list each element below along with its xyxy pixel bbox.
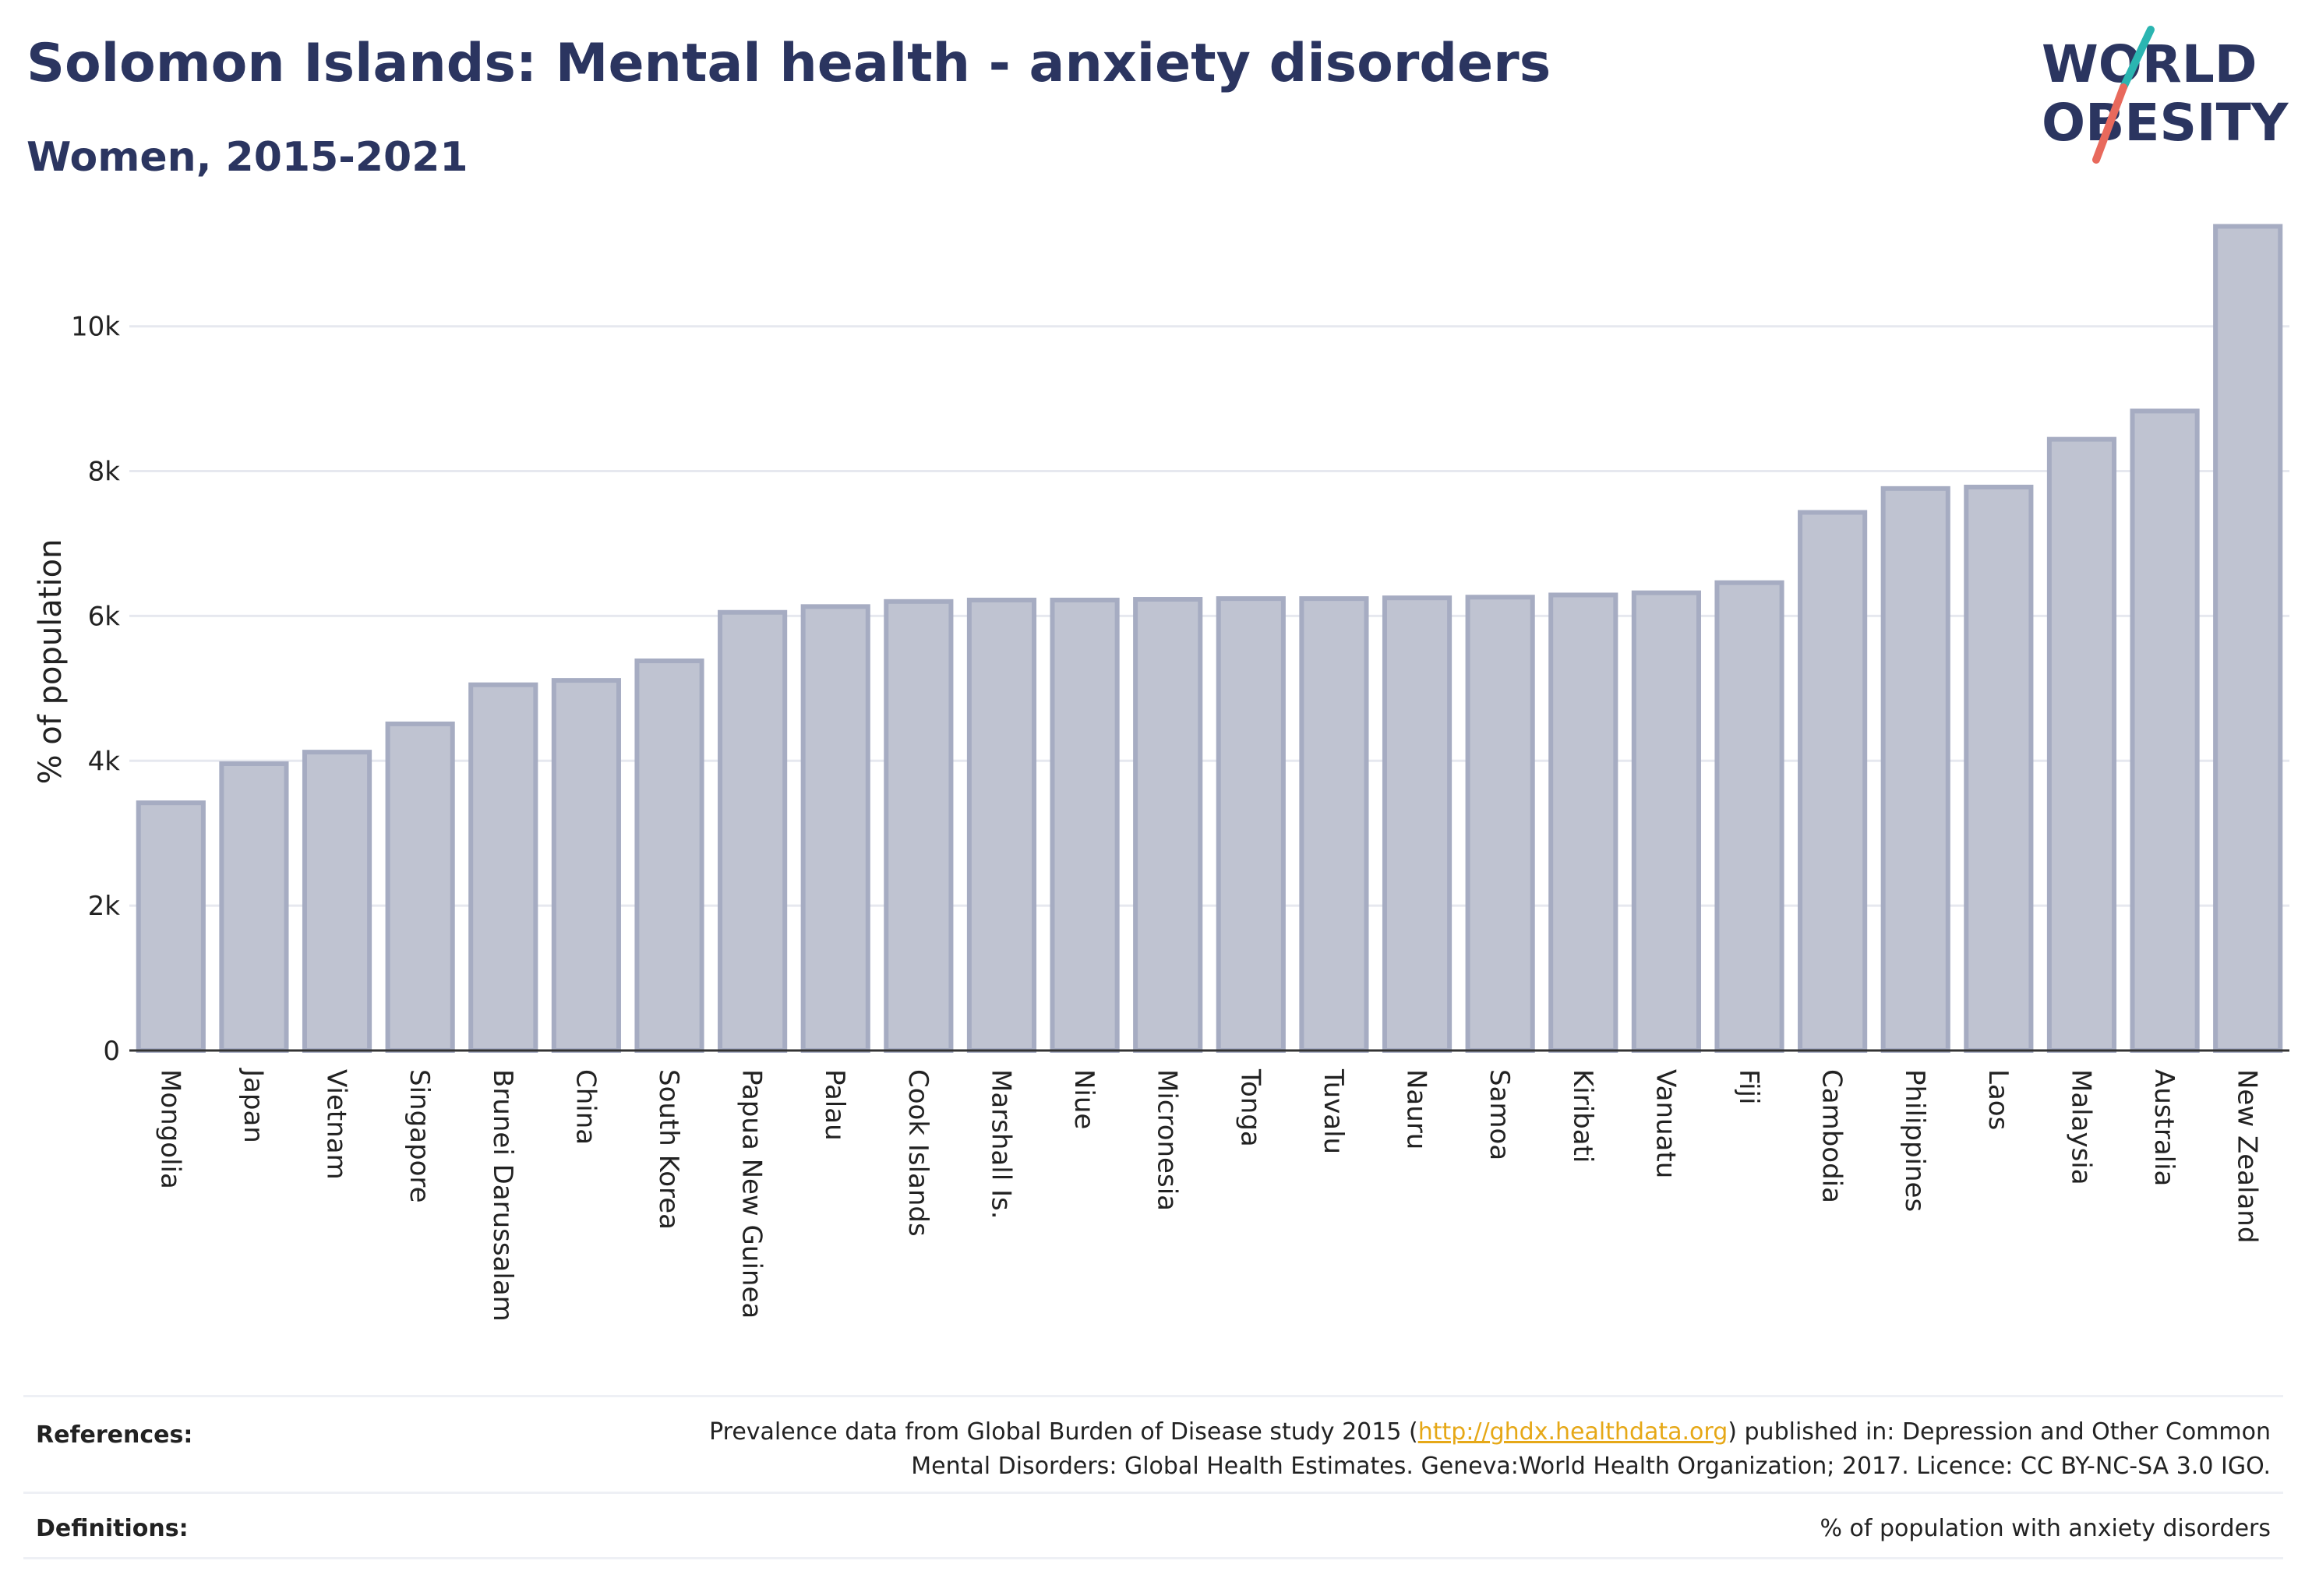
chart-title: Solomon Islands: Mental health - anxiety… xyxy=(26,33,1551,94)
bar xyxy=(1548,592,1618,1053)
x-tick-label: Cambodia xyxy=(1816,1069,1848,1203)
references-text: Prevalence data from Global Burden of Di… xyxy=(709,1415,2271,1484)
chart-subtitle: Women, 2015-2021 xyxy=(26,134,468,181)
x-tick-label: Philippines xyxy=(1899,1069,1930,1212)
y-tick-label: 8k xyxy=(88,457,121,488)
x-tick-label: Japan xyxy=(238,1068,269,1143)
x-tick-label: Papua New Guinea xyxy=(736,1069,768,1319)
x-tick-label: Australia xyxy=(2148,1069,2180,1186)
bar xyxy=(2213,224,2283,1053)
footer-separator-top xyxy=(23,1395,2283,1397)
x-tick-label: Micronesia xyxy=(1152,1069,1183,1211)
bar xyxy=(2130,408,2200,1053)
references-link[interactable]: http://ghdx.healthdata.org xyxy=(1417,1418,1728,1446)
y-tick-label: 10k xyxy=(71,312,120,343)
bar xyxy=(385,721,455,1053)
footer-separator-mid xyxy=(23,1492,2283,1494)
x-tick-label: Samoa xyxy=(1484,1069,1515,1160)
bar xyxy=(884,598,954,1053)
bar xyxy=(136,800,206,1054)
references-line2: Mental Disorders: Global Health Estimate… xyxy=(911,1453,2271,1480)
references-label: References: xyxy=(36,1421,193,1449)
x-tick-label: Brunei Darussalam xyxy=(487,1069,518,1322)
bar xyxy=(551,678,621,1054)
definitions-text: % of population with anxiety disorders xyxy=(1820,1515,2271,1542)
x-tick-label: Mongolia xyxy=(154,1069,185,1189)
world-obesity-logo: WORLD OBESITY xyxy=(2042,26,2289,164)
bar xyxy=(1382,595,1453,1053)
x-tick-label: Tonga xyxy=(1234,1068,1265,1147)
bar xyxy=(800,604,870,1053)
bar xyxy=(966,597,1037,1053)
x-tick-label: Cook Islands xyxy=(902,1069,934,1237)
bar xyxy=(1133,597,1203,1053)
x-tick-label: Laos xyxy=(1982,1069,2014,1130)
bar xyxy=(1880,486,1950,1053)
y-axis-label: % of population xyxy=(33,539,69,785)
x-tick-label: Vietnam xyxy=(321,1069,352,1180)
bar xyxy=(219,761,289,1053)
logo-slash-bottom xyxy=(2092,83,2127,164)
logo-slash-top xyxy=(2120,26,2155,91)
x-tick-label: Marshall Is. xyxy=(985,1069,1016,1220)
x-tick-label: Singapore xyxy=(404,1069,435,1203)
x-tick-label: Malaysia xyxy=(2065,1069,2096,1185)
x-tick-label: China xyxy=(570,1069,601,1145)
bar xyxy=(1631,590,1701,1053)
bar xyxy=(718,609,788,1053)
definitions-label: Definitions: xyxy=(36,1515,189,1542)
x-tick-label: Tuvalu xyxy=(1318,1068,1349,1154)
bar xyxy=(634,659,704,1053)
x-tick-label: Niue xyxy=(1068,1069,1100,1129)
definitions-row: Definitions: % of population with anxiet… xyxy=(23,1507,2283,1554)
x-tick-label: Vanuatu xyxy=(1650,1069,1681,1178)
references-row: References: Prevalence data from Global … xyxy=(23,1411,2283,1488)
y-tick-label: 2k xyxy=(88,891,121,922)
bar xyxy=(468,682,538,1054)
bar-chart: 0 2k 4k 6k 8k 10k % of population Mongolia Japan… xyxy=(33,224,2289,1322)
y-tick-label: 6k xyxy=(88,601,121,632)
y-tick-label: 4k xyxy=(88,746,121,777)
logo-line1: WORLD xyxy=(2042,34,2257,94)
bar xyxy=(1964,484,2034,1053)
bar xyxy=(1299,596,1369,1053)
bar xyxy=(1798,510,1868,1053)
bar xyxy=(1216,596,1286,1053)
x-tick-label: South Korea xyxy=(653,1069,684,1230)
bar xyxy=(2046,436,2117,1053)
bar xyxy=(302,750,372,1053)
y-tick-label: 0 xyxy=(103,1036,120,1067)
x-tick-label: Nauru xyxy=(1401,1069,1432,1149)
bar xyxy=(1050,597,1120,1053)
x-tick-label: Fiji xyxy=(1733,1069,1764,1104)
x-tick-label: Kiribati xyxy=(1567,1069,1598,1163)
footer-separator-bottom xyxy=(23,1557,2283,1559)
bar xyxy=(1465,595,1535,1053)
x-tick-label: New Zealand xyxy=(2232,1069,2263,1243)
bar xyxy=(1714,580,1784,1053)
x-tick-label: Palau xyxy=(819,1069,850,1141)
logo-line2: OBESITY xyxy=(2042,93,2289,153)
